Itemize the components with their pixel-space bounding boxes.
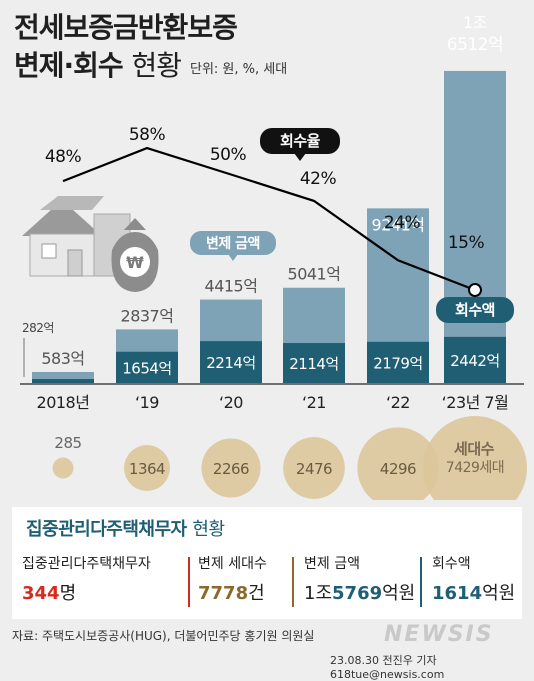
repay-label: 5041억: [288, 265, 341, 284]
x-ticks-group: 2018년 ‘19 ‘20 ‘21 ‘22 ‘23년 7월: [37, 393, 509, 412]
households-label: 2266: [213, 460, 249, 478]
repay-tag-bg: [190, 231, 276, 255]
chart-canvas: ₩ 282억 583억 1654억 2837억 2214억 4415억 2114억 5041억…: [20, 13, 527, 500]
recovered-tag: 회수액: [455, 301, 495, 319]
info-label: 변제 금액: [304, 556, 360, 572]
info-title-thin: 현황: [192, 519, 225, 540]
info-divider: [420, 557, 422, 607]
unit-label: 단위: 원, %, 세대: [190, 62, 288, 77]
title-bold: 변제·회수: [14, 49, 124, 82]
rate-tag-bg: [260, 128, 340, 154]
credit-line: 23.08.30 전진우 기자 618tue@newsis.com: [330, 654, 445, 681]
repay-tag: 변제 금액: [206, 235, 260, 252]
won-coin: [120, 247, 150, 277]
info-value: 1조5769억원: [304, 583, 416, 604]
households-bubble: [124, 445, 170, 491]
repay-tag-pointer: [228, 254, 238, 261]
recovered-bar: [444, 336, 506, 383]
households-bubble: [201, 438, 261, 498]
recovered-label: 282억: [22, 321, 54, 335]
bars-group: 282억 583억 1654억 2837억 2214억 4415억 2114억 5041억 21…: [22, 13, 506, 383]
house-roof: [22, 200, 102, 236]
info-value: 1614억원: [432, 583, 516, 604]
x-tick-label: ‘20: [219, 393, 243, 412]
info-value: 344명: [22, 583, 77, 604]
info-divider: [292, 557, 294, 607]
info-col-households: 변제 세대수 7778건: [198, 553, 267, 605]
repay-label: 2837억: [121, 306, 174, 325]
house-window: [41, 243, 57, 259]
info-value: 7778건: [198, 583, 265, 604]
recovered-tag-bg: [436, 297, 514, 323]
recovered-bar: [200, 341, 262, 383]
rate-label: 15%: [448, 233, 485, 253]
x-tick-label: ‘23년 7월: [442, 393, 509, 412]
x-tick-label: ‘22: [386, 393, 410, 412]
households-bubble: [357, 427, 439, 500]
rate-line: [62, 146, 476, 292]
repay-label: 583억: [41, 349, 84, 368]
rate-label: 50%: [210, 145, 247, 165]
info-col-debtors: 집중관리다주택채무자 344명: [22, 553, 151, 605]
rate-label: 48%: [45, 147, 82, 167]
title-thin: 현황: [131, 49, 182, 82]
source-note: 자료: 주택도시보증공사(HUG), 더불어민주당 홍기원 의원실: [12, 629, 315, 643]
x-tick-label: ‘21: [302, 393, 326, 412]
info-label: 회수액: [432, 556, 471, 572]
recovered-label: 1654억: [122, 359, 171, 377]
repay-label: 9241억: [372, 215, 425, 234]
info-col-recovered: 회수액 1614억원: [432, 553, 515, 605]
house-door: [67, 249, 83, 277]
info-col-repay: 변제 금액 1조5769억원: [304, 553, 415, 605]
newsis-logo: NEWSIS: [384, 622, 494, 647]
info-label: 집중관리다주택채무자: [22, 556, 151, 572]
repay-label: 6512억: [447, 35, 503, 55]
households-label: 1364: [129, 460, 165, 478]
households-label: 2476: [296, 460, 332, 478]
households-label: 285: [54, 434, 81, 452]
info-label: 변제 세대수: [198, 556, 267, 572]
repay-label: 4415억: [205, 277, 258, 296]
chart-title: 전세보증금반환보증: [14, 11, 238, 44]
rate-label: 58%: [129, 125, 166, 145]
won-sign: ₩: [126, 253, 144, 272]
repay-bar: [32, 371, 94, 383]
households-bubble: [423, 416, 527, 500]
recovered-label: 2214억: [206, 354, 255, 372]
households-bubble: [283, 437, 345, 499]
info-title-bold: 집중관리다주택채무자: [26, 519, 187, 540]
rate-label: 42%: [300, 169, 337, 189]
info-divider: [188, 557, 190, 607]
house-roof-back: [40, 196, 104, 210]
recovered-label: 2179억: [373, 354, 422, 372]
rate-tag-pointer: [294, 153, 306, 161]
info-title: 집중관리다주택채무자 현황: [26, 515, 225, 541]
recovered-label: 2442억: [450, 352, 499, 370]
repay-label: 1조: [463, 13, 487, 32]
recovered-bar: [32, 379, 94, 383]
households-bubble: [52, 457, 74, 479]
debtor-info-panel: 집중관리다주택채무자 현황 집중관리다주택채무자 344명 변제 세대수 777…: [12, 507, 522, 619]
rate-line-group: 48% 58% 50% 42% 24% 15%: [45, 125, 485, 297]
households-label: 7429세대: [446, 460, 504, 476]
chart-subtitle: 변제·회수 현황: [14, 44, 182, 84]
recovered-bar: [283, 343, 345, 383]
house-money-illustration: ₩: [22, 196, 159, 292]
bubbles-group: 285 1364 2266 2476 4296 7429세대: [52, 416, 527, 500]
rate-label: 24%: [384, 213, 421, 233]
households-label: 4296: [380, 460, 416, 478]
x-tick-label: ‘19: [135, 393, 159, 412]
money-bag-knot: [124, 218, 146, 230]
repay-bar: [444, 70, 506, 383]
rate-tag: 회수율: [280, 132, 321, 150]
recovered-bar: [116, 351, 178, 383]
recovered-bar: [367, 341, 429, 383]
x-tick-label: 2018년: [37, 393, 90, 412]
households-tag: 세대수: [454, 440, 495, 458]
recovered-label: 2114억: [289, 355, 338, 373]
rate-end-marker: [468, 283, 482, 297]
house-body: [29, 233, 95, 277]
